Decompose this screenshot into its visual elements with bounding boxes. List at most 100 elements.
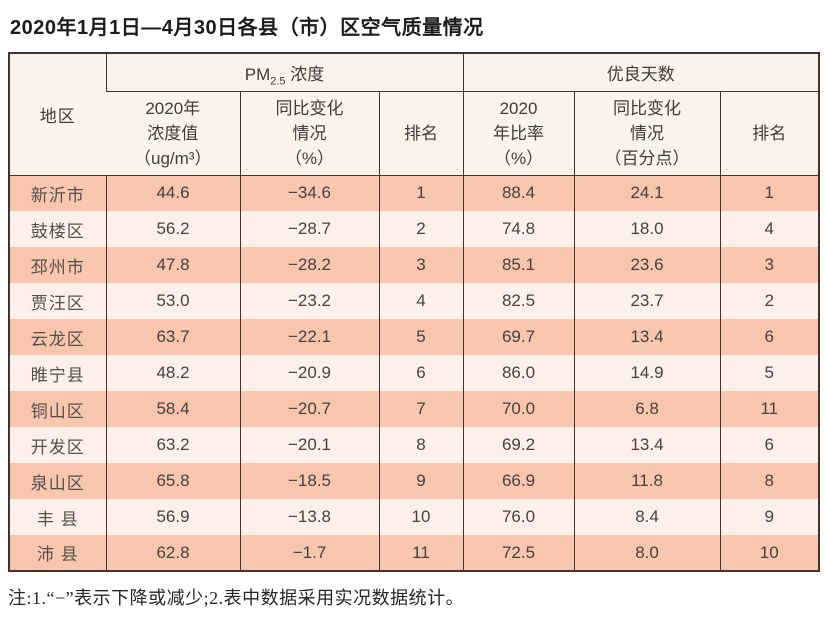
cell-good-rank: 5 bbox=[719, 355, 820, 391]
cell-pm-change: −22.1 bbox=[239, 319, 379, 355]
cell-region: 开发区 bbox=[30, 437, 85, 457]
cell-good-ratio: 85.1 bbox=[462, 247, 575, 283]
cell-pm-change: −1.7 bbox=[239, 535, 379, 571]
header-good-rank: 排名 bbox=[719, 91, 820, 176]
cell-region: 泉山区 bbox=[30, 473, 85, 493]
page-title: 2020年1月1日—4月30日各县（市）区空气质量情况 bbox=[10, 17, 484, 39]
header-pm-value: 2020年 浓度值 （ug/m³） bbox=[106, 91, 240, 176]
cell-pm-rank: 1 bbox=[378, 175, 464, 211]
cell-good-rank: 3 bbox=[719, 247, 820, 283]
cell-pm-rank: 2 bbox=[378, 211, 464, 247]
cell-pm-value: 56.9 bbox=[105, 499, 240, 535]
table-row: 沛 县 62.8 −1.7 11 72.5 8.0 10 bbox=[9, 535, 820, 571]
cell-pm-change: −28.7 bbox=[239, 211, 379, 247]
table-row: 丰 县 56.9 −13.8 10 76.0 8.4 9 bbox=[9, 499, 820, 535]
cell-pm-value: 62.8 bbox=[105, 535, 240, 571]
table-row: 云龙区 63.7 −22.1 5 69.7 13.4 6 bbox=[9, 319, 820, 355]
header-group-row: 地区 PM2.5 浓度 优良天数 bbox=[9, 53, 820, 176]
cell-pm-value: 44.6 bbox=[105, 175, 240, 211]
cell-good-change: 23.6 bbox=[573, 247, 721, 283]
cell-good-change: 23.7 bbox=[573, 283, 721, 319]
pm-label-suffix: 浓度 bbox=[285, 64, 325, 84]
pm-label-subscript: 2.5 bbox=[270, 75, 286, 88]
cell-good-change: 13.4 bbox=[573, 427, 721, 463]
cell-pm-change: −20.1 bbox=[239, 427, 379, 463]
cell-good-change: 14.9 bbox=[573, 355, 721, 391]
header-sub-row: 2020年 浓度值 （ug/m³） 同比变化 情况 （%） 排名 2020 年比… bbox=[9, 91, 820, 176]
cell-pm-value: 47.8 bbox=[105, 247, 240, 283]
cell-good-rank: 8 bbox=[719, 463, 820, 499]
table-row: 开发区 63.2 −20.1 8 69.2 13.4 6 bbox=[9, 427, 820, 463]
cell-pm-rank: 7 bbox=[378, 391, 464, 427]
cell-pm-rank: 11 bbox=[378, 535, 464, 571]
cell-region: 贾汪区 bbox=[30, 293, 85, 313]
cell-good-change: 8.0 bbox=[573, 535, 721, 571]
cell-good-rank: 1 bbox=[719, 175, 820, 211]
cell-pm-value: 58.4 bbox=[105, 391, 240, 427]
cell-region: 鼓楼区 bbox=[30, 221, 85, 241]
cell-good-ratio: 69.2 bbox=[462, 427, 575, 463]
cell-pm-rank: 6 bbox=[378, 355, 464, 391]
cell-pm-value: 63.2 bbox=[105, 427, 240, 463]
cell-good-ratio: 66.9 bbox=[462, 463, 575, 499]
header-pm-rank: 排名 bbox=[378, 91, 464, 176]
cell-pm-rank: 10 bbox=[378, 499, 464, 535]
table-row: 睢宁县 48.2 −20.9 6 86.0 14.9 5 bbox=[9, 355, 820, 391]
header-good-ratio: 2020 年比率 （%） bbox=[462, 91, 575, 176]
cell-pm-value: 65.8 bbox=[105, 463, 240, 499]
cell-pm-value: 53.0 bbox=[105, 283, 240, 319]
cell-region: 云龙区 bbox=[30, 329, 85, 349]
table-row: 鼓楼区 56.2 −28.7 2 74.8 18.0 4 bbox=[9, 211, 820, 247]
cell-region: 丰 县 bbox=[36, 509, 79, 529]
cell-good-ratio: 86.0 bbox=[462, 355, 575, 391]
cell-good-rank: 6 bbox=[719, 427, 820, 463]
table-row: 泉山区 65.8 −18.5 9 66.9 11.8 8 bbox=[9, 463, 820, 499]
cell-good-rank: 11 bbox=[719, 391, 820, 427]
cell-good-change: 6.8 bbox=[573, 391, 721, 427]
cell-good-rank: 4 bbox=[719, 211, 820, 247]
header-group-good-days: 优良天数 bbox=[462, 53, 820, 92]
cell-pm-value: 56.2 bbox=[105, 211, 240, 247]
cell-pm-rank: 5 bbox=[378, 319, 464, 355]
header-good-change: 同比变化 情况 （百分点） bbox=[573, 91, 721, 176]
cell-good-ratio: 76.0 bbox=[462, 499, 575, 535]
header-pm-change: 同比变化 情况 （%） bbox=[239, 91, 379, 176]
header-region: 地区 bbox=[9, 53, 106, 176]
cell-pm-change: −20.9 bbox=[239, 355, 379, 391]
cell-good-rank: 6 bbox=[719, 319, 820, 355]
table-body: 新沂市 44.6 −34.6 1 88.4 24.1 1 鼓楼区 56.2 −2… bbox=[9, 175, 820, 571]
cell-pm-change: −23.2 bbox=[239, 283, 379, 319]
cell-good-rank: 2 bbox=[719, 283, 820, 319]
cell-good-change: 13.4 bbox=[573, 319, 721, 355]
cell-region: 新沂市 bbox=[30, 185, 85, 205]
table-row: 新沂市 44.6 −34.6 1 88.4 24.1 1 bbox=[9, 175, 820, 211]
table-row: 邳州市 47.8 −28.2 3 85.1 23.6 3 bbox=[9, 247, 820, 283]
footnote: 注:1.“−”表示下降或减少;2.表中数据采用实况数据统计。 bbox=[8, 588, 465, 608]
cell-pm-rank: 3 bbox=[378, 247, 464, 283]
cell-pm-value: 48.2 bbox=[105, 355, 240, 391]
cell-pm-rank: 4 bbox=[378, 283, 464, 319]
cell-good-change: 18.0 bbox=[573, 211, 721, 247]
cell-pm-change: −34.6 bbox=[239, 175, 379, 211]
cell-good-ratio: 69.7 bbox=[462, 319, 575, 355]
cell-region: 睢宁县 bbox=[30, 365, 85, 385]
cell-pm-value: 63.7 bbox=[105, 319, 240, 355]
cell-good-change: 11.8 bbox=[573, 463, 721, 499]
cell-pm-change: −13.8 bbox=[239, 499, 379, 535]
cell-pm-change: −18.5 bbox=[239, 463, 379, 499]
table-row: 铜山区 58.4 −20.7 7 70.0 6.8 11 bbox=[9, 391, 820, 427]
cell-good-ratio: 88.4 bbox=[462, 175, 575, 211]
cell-good-change: 24.1 bbox=[573, 175, 721, 211]
cell-good-rank: 9 bbox=[719, 499, 820, 535]
table-row: 贾汪区 53.0 −23.2 4 82.5 23.7 2 bbox=[9, 283, 820, 319]
cell-pm-change: −20.7 bbox=[239, 391, 379, 427]
pm-label-prefix: PM bbox=[244, 64, 271, 84]
cell-region: 铜山区 bbox=[30, 401, 85, 421]
cell-pm-change: −28.2 bbox=[239, 247, 379, 283]
header-group-pm25: PM2.5 浓度 bbox=[105, 53, 464, 92]
air-quality-table: 地区 PM2.5 浓度 优良天数 2020年 浓度值 （ug/m³） 同比变化 … bbox=[8, 52, 821, 572]
cell-pm-rank: 8 bbox=[378, 427, 464, 463]
cell-region: 沛 县 bbox=[36, 545, 79, 564]
cell-good-rank: 10 bbox=[719, 535, 820, 571]
cell-good-ratio: 72.5 bbox=[462, 535, 575, 571]
